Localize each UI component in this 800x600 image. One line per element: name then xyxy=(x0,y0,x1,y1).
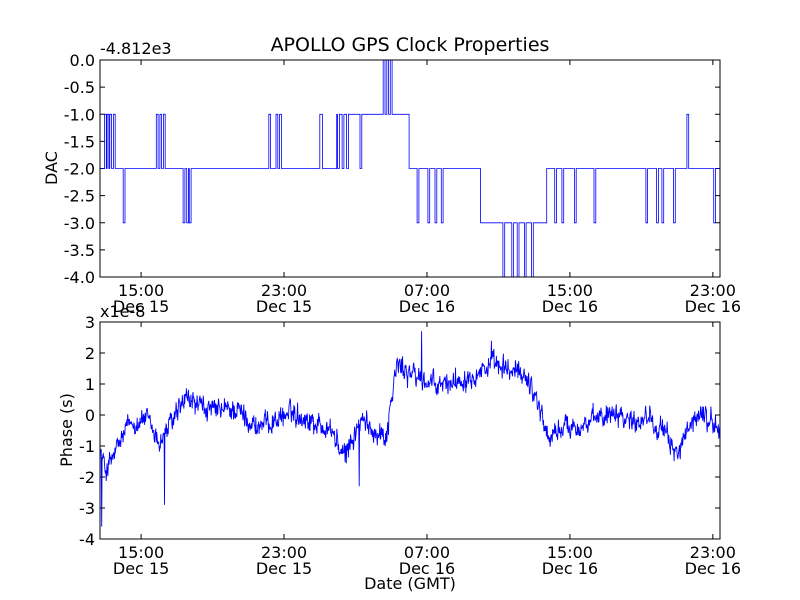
phase-plot-frame xyxy=(99,321,721,540)
dac-x-tick-date: Dec 15 xyxy=(113,297,169,316)
phase-y-tick-label: -4 xyxy=(79,530,95,549)
dac-y-tick-label: -4.0 xyxy=(64,268,95,287)
phase-x-tick-time: 15:00 xyxy=(547,543,593,562)
dac-offset-label: -4.812e3 xyxy=(100,39,172,58)
dac-x-tick-date: Dec 16 xyxy=(685,297,741,316)
phase-x-tick-time: 15:00 xyxy=(118,543,164,562)
phase-y-tick-label: -2 xyxy=(79,468,95,487)
phase-y-tick-label: -3 xyxy=(79,499,95,518)
dac-y-tick-label: -1.5 xyxy=(64,132,95,151)
phase-y-axis-label: Phase (s) xyxy=(57,393,76,467)
dac-y-tick-label: -2.5 xyxy=(64,187,95,206)
dac-x-tick-date: Dec 15 xyxy=(256,297,312,316)
dac-series-line xyxy=(100,60,720,277)
dac-y-tick-label: -0.5 xyxy=(64,78,95,97)
dac-x-tick-date: Dec 16 xyxy=(399,297,455,316)
dac-x-tick-time: 23:00 xyxy=(690,281,736,300)
x-axis-label: Date (GMT) xyxy=(364,574,456,593)
phase-offset-label: x1e-8 xyxy=(100,302,145,321)
dac-x-tick-time: 15:00 xyxy=(547,281,593,300)
phase-x-tick-time: 23:00 xyxy=(261,543,307,562)
phase-x-tick-time: 07:00 xyxy=(404,543,450,562)
phase-x-tick-date: Dec 16 xyxy=(542,559,598,578)
dac-y-axis-label: DAC xyxy=(42,151,61,185)
dac-x-tick-time: 07:00 xyxy=(404,281,450,300)
phase-x-tick-time: 23:00 xyxy=(690,543,736,562)
phase-x-tick-date: Dec 15 xyxy=(256,559,312,578)
dac-y-tick-label: -3.5 xyxy=(64,241,95,260)
chart-title: APOLLO GPS Clock Properties xyxy=(271,34,550,56)
dac-y-tick-label: -2.0 xyxy=(64,160,95,179)
dac-panel: -4.812e3 DAC 0.0 -0.5 -1.0 -1.5 -2.0 -2.5 -3.0… xyxy=(42,39,741,316)
phase-y-tick-label: 1 xyxy=(85,375,95,394)
dac-x-tick-time: 15:00 xyxy=(118,281,164,300)
dac-plot-frame xyxy=(99,59,721,278)
phase-x-tick-date: Dec 16 xyxy=(685,559,741,578)
dac-x-tick-time: 23:00 xyxy=(261,281,307,300)
phase-y-tick-label: 3 xyxy=(85,313,95,332)
phase-y-tick-label: 0 xyxy=(85,406,95,425)
dac-y-tick-label: -3.0 xyxy=(64,214,95,233)
phase-series-line xyxy=(100,331,720,527)
dac-x-tick-date: Dec 16 xyxy=(542,297,598,316)
dac-y-tick-label: -1.0 xyxy=(64,105,95,124)
dac-y-tick-label: 0.0 xyxy=(70,51,95,70)
phase-y-tick-label: 2 xyxy=(85,344,95,363)
phase-x-tick-date: Dec 15 xyxy=(113,559,169,578)
phase-y-tick-label: -1 xyxy=(79,437,95,456)
phase-x-tick-date: Dec 16 xyxy=(399,559,455,578)
